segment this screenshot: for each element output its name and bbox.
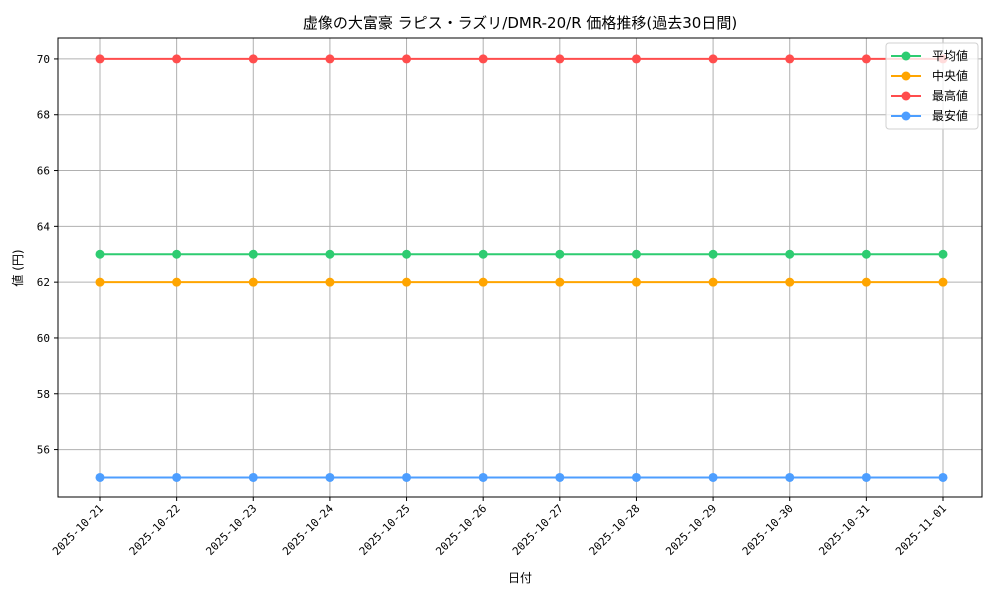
y-tick-label: 64 [37, 220, 51, 233]
data-point [708, 277, 718, 287]
data-point [402, 277, 412, 287]
data-point [861, 472, 871, 482]
legend-item: 中央値 [891, 68, 968, 83]
y-tick-label: 58 [37, 388, 50, 401]
series-line [95, 249, 948, 259]
data-point [325, 472, 335, 482]
data-point [478, 249, 488, 259]
y-axis-label: 値 (円) [10, 249, 25, 286]
data-point [555, 277, 565, 287]
x-tick-label: 2025-10-30 [740, 502, 796, 558]
data-point [248, 54, 258, 64]
data-point [938, 249, 948, 259]
data-point [938, 277, 948, 287]
data-point [631, 472, 641, 482]
chart-title: 虚像の大富豪 ラピス・ラズリ/DMR-20/R 価格推移(過去30日間) [303, 14, 737, 32]
x-tick-label: 2025-10-26 [433, 502, 489, 558]
x-tick-label: 2025-10-31 [816, 502, 872, 558]
data-point [172, 54, 182, 64]
legend-item: 最安値 [891, 108, 968, 123]
data-point [478, 472, 488, 482]
data-point [325, 249, 335, 259]
data-point [631, 277, 641, 287]
x-tick-label: 2025-10-24 [280, 502, 336, 558]
x-tick-label: 2025-10-23 [203, 502, 259, 558]
data-point [785, 249, 795, 259]
data-point [478, 54, 488, 64]
y-tick-label: 68 [37, 109, 50, 122]
x-tick-label: 2025-10-25 [357, 502, 413, 558]
legend-item: 平均値 [891, 48, 968, 63]
data-point [172, 249, 182, 259]
legend-marker-icon [901, 51, 911, 61]
data-point [95, 277, 105, 287]
series-line [95, 472, 948, 482]
x-tick-label: 2025-10-29 [663, 502, 719, 558]
data-point [248, 249, 258, 259]
series-line [95, 54, 948, 64]
data-point [631, 249, 641, 259]
legend-label: 平均値 [932, 48, 968, 63]
data-point [555, 54, 565, 64]
legend-marker-icon [901, 91, 911, 101]
x-tick-label: 2025-10-27 [510, 502, 566, 558]
data-point [95, 249, 105, 259]
plot-frame [57, 37, 983, 498]
data-point [938, 472, 948, 482]
data-point [708, 249, 718, 259]
data-point [95, 472, 105, 482]
legend-label: 最高値 [932, 88, 968, 103]
x-tick-label: 2025-10-28 [587, 502, 643, 558]
data-point [402, 472, 412, 482]
data-point [402, 54, 412, 64]
legend-item: 最高値 [891, 88, 968, 103]
data-point [708, 54, 718, 64]
grid-lines [58, 38, 982, 497]
data-point [785, 472, 795, 482]
y-tick-label: 56 [37, 444, 50, 457]
data-point [631, 54, 641, 64]
legend-label: 最安値 [932, 108, 968, 123]
x-tick-label: 2025-10-22 [127, 502, 183, 558]
y-tick-label: 62 [37, 276, 50, 289]
legend-marker-icon [901, 71, 911, 81]
data-point [248, 277, 258, 287]
legend-box [885, 42, 979, 130]
y-tick-label: 66 [37, 165, 50, 178]
data-point [785, 54, 795, 64]
data-point [402, 249, 412, 259]
data-point [861, 54, 871, 64]
data-point [785, 277, 795, 287]
x-tick-label: 2025-11-01 [893, 502, 949, 558]
data-point [555, 249, 565, 259]
legend-marker-icon [901, 111, 911, 121]
data-series [95, 54, 948, 482]
data-point [325, 54, 335, 64]
y-axis-ticks: 56 58 60 62 64 66 68 70 [37, 53, 58, 457]
data-point [861, 277, 871, 287]
data-point [861, 249, 871, 259]
y-tick-label: 60 [37, 332, 50, 345]
data-point [172, 277, 182, 287]
x-axis-label: 日付 [508, 571, 532, 585]
x-axis-ticks: 2025-10-21 2025-10-22 2025-10-23 2025-10-24… [50, 497, 949, 558]
legend-label: 中央値 [932, 68, 968, 83]
data-point [555, 472, 565, 482]
data-point [478, 277, 488, 287]
data-point [172, 472, 182, 482]
data-point [325, 277, 335, 287]
data-point [708, 472, 718, 482]
x-tick-label: 2025-10-21 [50, 502, 106, 558]
data-point [95, 54, 105, 64]
data-point [248, 472, 258, 482]
series-line [95, 277, 948, 287]
y-tick-label: 70 [37, 53, 50, 66]
